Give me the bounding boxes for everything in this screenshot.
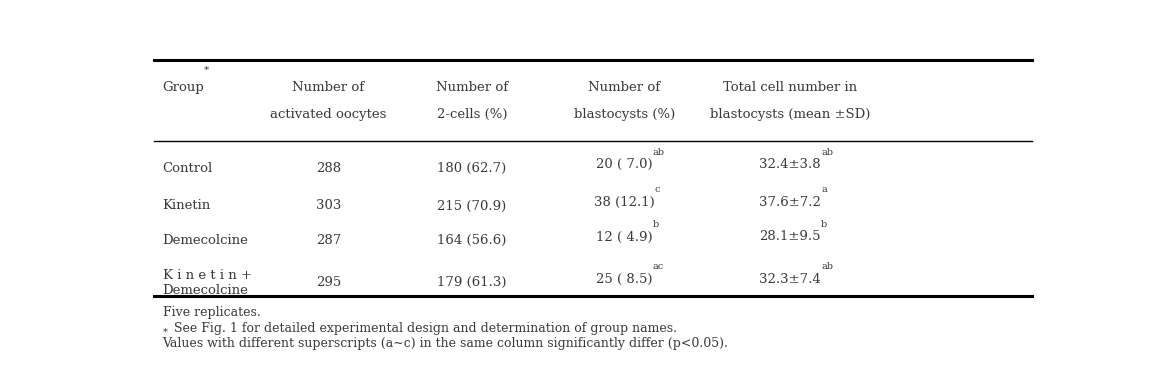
Text: 32.4±3.8: 32.4±3.8 — [759, 158, 821, 172]
Text: 37.6±7.2: 37.6±7.2 — [759, 196, 821, 209]
Text: 288: 288 — [316, 162, 341, 175]
Text: Five replicates.: Five replicates. — [162, 306, 260, 319]
Text: 20 ( 7.0): 20 ( 7.0) — [596, 158, 653, 172]
Text: Values with different superscripts (a∼c) in the same column significantly differ: Values with different superscripts (a∼c)… — [162, 337, 729, 350]
Text: ab: ab — [653, 148, 664, 157]
Text: Group: Group — [162, 81, 205, 94]
Text: c: c — [655, 186, 661, 195]
Text: ab: ab — [821, 262, 833, 271]
Text: K i n e t i n +
Demecolcine: K i n e t i n + Demecolcine — [162, 269, 251, 296]
Text: 287: 287 — [316, 234, 341, 247]
Text: blastocysts (mean ±SD): blastocysts (mean ±SD) — [710, 108, 870, 121]
Text: 215 (70.9): 215 (70.9) — [437, 199, 507, 213]
Text: 28.1±9.5: 28.1±9.5 — [759, 230, 821, 243]
Text: a: a — [821, 186, 827, 195]
Text: Kinetin: Kinetin — [162, 199, 211, 213]
Text: 25 ( 8.5): 25 ( 8.5) — [596, 273, 653, 285]
Text: Demecolcine: Demecolcine — [162, 234, 249, 247]
Text: Number of: Number of — [293, 81, 364, 94]
Text: 295: 295 — [316, 276, 341, 289]
Text: 303: 303 — [316, 199, 341, 213]
Text: 2-cells (%): 2-cells (%) — [436, 108, 507, 121]
Text: 179 (61.3): 179 (61.3) — [437, 276, 507, 289]
Text: *: * — [205, 66, 209, 75]
Text: b: b — [653, 220, 658, 229]
Text: activated oocytes: activated oocytes — [271, 108, 386, 121]
Text: 32.3±7.4: 32.3±7.4 — [759, 273, 821, 285]
Text: 12 ( 4.9): 12 ( 4.9) — [596, 230, 653, 243]
Text: 164 (56.6): 164 (56.6) — [437, 234, 507, 247]
Text: ac: ac — [653, 262, 664, 271]
Text: b: b — [821, 220, 827, 229]
Text: 180 (62.7): 180 (62.7) — [437, 162, 507, 175]
Text: blastocysts (%): blastocysts (%) — [574, 108, 675, 121]
Text: Total cell number in: Total cell number in — [723, 81, 857, 94]
Text: See Fig. 1 for detailed experimental design and determination of group names.: See Fig. 1 for detailed experimental des… — [175, 322, 677, 335]
Text: Control: Control — [162, 162, 213, 175]
Text: *: * — [162, 328, 168, 337]
Text: ab: ab — [821, 148, 833, 157]
Text: 38 (12.1): 38 (12.1) — [594, 196, 655, 209]
Text: Number of: Number of — [588, 81, 661, 94]
Text: Number of: Number of — [436, 81, 508, 94]
